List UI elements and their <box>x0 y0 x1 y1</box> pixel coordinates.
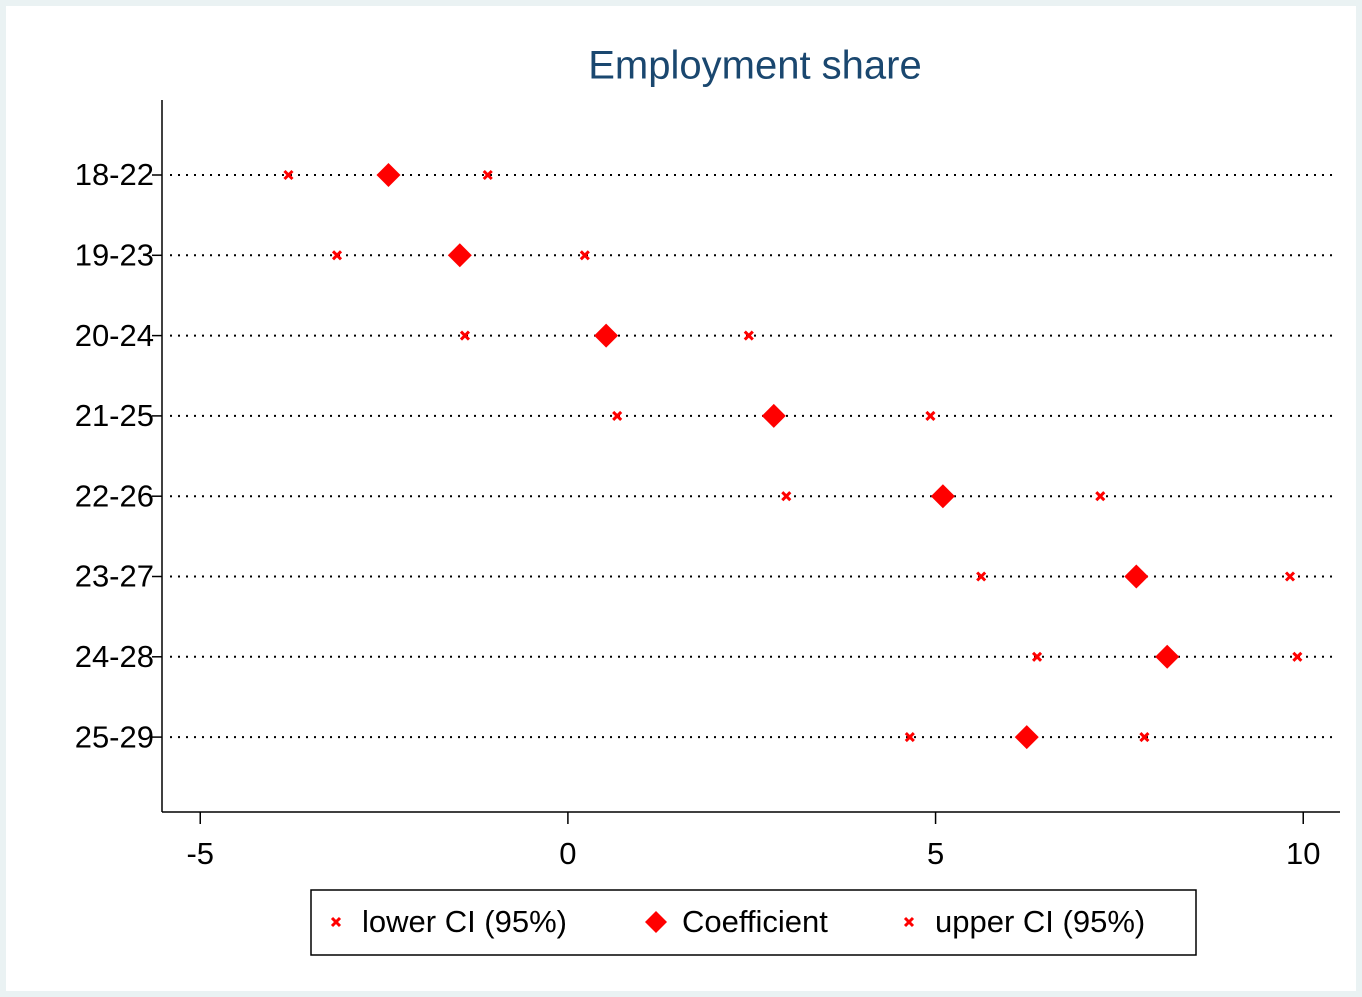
coefficient-marker <box>1014 725 1039 750</box>
ci-marker <box>1292 651 1303 662</box>
y-tick-label: 22-26 <box>75 478 154 513</box>
legend-label: Coefficient <box>682 904 828 939</box>
ci-marker <box>925 410 936 421</box>
ci-marker <box>579 250 590 261</box>
y-tick-label: 18-22 <box>75 157 154 192</box>
x-tick-label: 10 <box>1286 836 1320 871</box>
coefficient-marker <box>1155 644 1180 669</box>
legend-marker <box>903 916 915 928</box>
x-tick-label: -5 <box>186 836 214 871</box>
graph-region <box>6 6 1356 991</box>
legend <box>310 889 1197 956</box>
coefficient-marker <box>594 323 619 348</box>
y-tick-label: 24-28 <box>75 639 154 674</box>
y-tick-label: 21-25 <box>75 398 154 433</box>
y-tick-label: 19-23 <box>75 237 154 272</box>
coefficient-marker <box>761 403 786 428</box>
ci-marker <box>781 491 792 502</box>
coefficient-marker <box>930 484 955 509</box>
ci-marker <box>283 169 294 181</box>
legend-marker <box>645 911 667 933</box>
x-tick-label: 5 <box>927 836 944 871</box>
coefficient-marker <box>376 163 401 187</box>
legend-label: lower CI (95%) <box>362 904 567 939</box>
ci-marker <box>331 250 343 261</box>
legend-marker <box>330 916 342 928</box>
ci-marker <box>904 732 915 743</box>
ci-marker <box>482 169 493 181</box>
ci-marker <box>976 571 987 582</box>
coefficient-marker <box>1124 564 1149 589</box>
ci-marker <box>743 330 754 341</box>
legend-label: upper CI (95%) <box>935 904 1145 939</box>
ci-marker <box>1139 732 1150 743</box>
chart-title: Employment share <box>588 44 921 88</box>
ci-marker <box>459 330 471 341</box>
x-tick-label: 0 <box>559 836 576 871</box>
ci-marker <box>612 410 623 421</box>
ci-marker <box>1095 491 1106 502</box>
ci-marker <box>1284 571 1296 582</box>
coefficient-marker <box>447 243 472 268</box>
y-tick-label: 25-29 <box>75 719 154 754</box>
y-tick-label: 23-27 <box>75 559 154 594</box>
y-tick-label: 20-24 <box>75 318 154 353</box>
ci-marker <box>1031 651 1043 662</box>
